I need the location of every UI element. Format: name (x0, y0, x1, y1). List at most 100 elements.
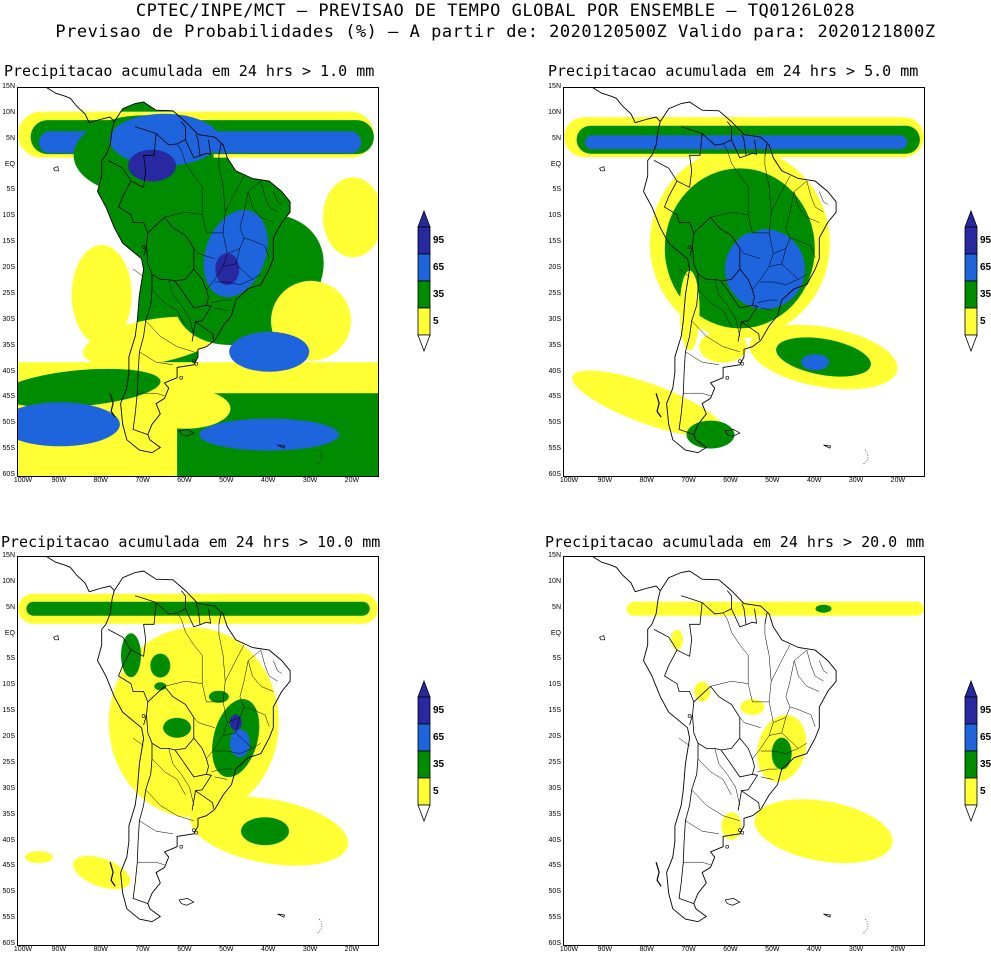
colorbar-label: 65 (980, 261, 991, 273)
lon-tick-label: 90W (597, 946, 613, 953)
lat-tick-label: 10S (2, 212, 15, 220)
map-panel-1mm (17, 87, 379, 477)
lat-tick-label: 15S (2, 707, 15, 715)
colorbar-label: 95 (980, 704, 991, 716)
colorbar-label: 35 (433, 758, 445, 770)
map-panel-5mm (563, 87, 925, 477)
lat-tick-label: 50S (548, 888, 561, 896)
lat-tick-label: 35S (2, 341, 15, 349)
lat-tick-label: 45S (2, 393, 15, 401)
lon-tick-label: 30W (302, 477, 318, 484)
map-panel-10mm (17, 556, 379, 946)
lat-tick-label: 45S (548, 393, 561, 401)
lat-tick-label: 25S (548, 289, 561, 297)
lon-tick-label: 70W (681, 946, 696, 953)
lat-tick-label: 45S (2, 862, 15, 870)
lat-tick-label: 50S (2, 419, 15, 427)
lon-tick-label: 70W (681, 477, 696, 484)
lat-tick-label: 25S (548, 758, 561, 766)
lon-tick-label: 40W (806, 477, 822, 484)
lon-tick-label: 30W (302, 946, 318, 953)
lon-tick-label: 50W (765, 946, 780, 953)
lat-tick-label: 25S (2, 758, 15, 766)
lat-tick-label: 5S (552, 186, 561, 194)
lat-tick-label: 30S (548, 315, 561, 323)
lat-tick-label: 30S (2, 315, 15, 323)
lon-tick-label: 50W (219, 946, 234, 953)
lon-tick-label: 90W (597, 477, 613, 484)
lat-tick-label: 5N (6, 603, 15, 611)
colorbar (417, 679, 431, 826)
lon-tick-label: 60W (723, 946, 738, 953)
lon-tick-label: 50W (765, 477, 780, 484)
lon-tick-label: 20W (890, 477, 906, 484)
lat-tick-label: EQ (550, 160, 561, 168)
lat-tick-label: 10N (548, 577, 561, 585)
lat-tick-label: 40S (2, 836, 15, 844)
figure-title-line1: CPTEC/INPE/MCT — PREVISAO DE TEMPO GLOBA… (135, 1, 856, 21)
lat-tick-label: 60S (2, 940, 15, 947)
lat-tick-label: 40S (548, 367, 561, 375)
colorbar-label: 65 (433, 261, 445, 273)
lat-tick-label: 20S (2, 264, 15, 272)
colorbar (417, 209, 431, 356)
lat-tick-label: 20S (548, 733, 561, 741)
lat-tick-label: 15S (2, 238, 15, 246)
lat-tick-label: 40S (2, 367, 15, 375)
lat-tick-label: 5N (6, 134, 15, 142)
lat-tick-label: 5S (6, 186, 15, 194)
lon-tick-label: 30W (848, 477, 864, 484)
lat-tick-label: 60S (548, 940, 561, 947)
colorbar-label: 5 (433, 785, 439, 797)
map-precip-5mm-icon (564, 88, 924, 465)
lon-tick-label: 60W (723, 477, 738, 484)
panel-title-10mm: Precipitacao acumulada em 24 hrs > 10.0 … (1, 533, 381, 551)
lat-tick-label: 35S (548, 810, 561, 818)
lon-tick-label: 90W (51, 946, 67, 953)
colorbar (964, 679, 978, 826)
lat-tick-label: 30S (548, 784, 561, 792)
panel-title-1mm: Precipitacao acumulada em 24 hrs > 1.0 m… (4, 62, 375, 80)
lat-tick-label: 25S (2, 289, 15, 297)
lon-tick-label: 100W (559, 946, 579, 953)
lat-tick-label: 10S (548, 681, 561, 689)
lat-tick-label: 5S (552, 655, 561, 663)
map-precip-1mm-icon (18, 88, 378, 476)
lat-tick-label: 10N (548, 108, 561, 116)
colorbar (964, 209, 978, 356)
lon-tick-label: 70W (135, 477, 150, 484)
panel-title-20mm: Precipitacao acumulada em 24 hrs > 20.0 … (545, 533, 925, 551)
lon-tick-label: 60W (177, 477, 192, 484)
lon-tick-label: 20W (890, 946, 906, 953)
lat-tick-label: 10S (548, 212, 561, 220)
lat-tick-label: 45S (548, 862, 561, 870)
lat-tick-label: EQ (4, 629, 15, 637)
lat-tick-label: 20S (548, 264, 561, 272)
lon-tick-label: 80W (93, 946, 108, 953)
lat-tick-label: 15N (2, 552, 15, 559)
colorbar-label: 65 (980, 731, 991, 743)
lat-tick-label: 55S (548, 914, 561, 922)
colorbar-label: 35 (980, 288, 991, 300)
lat-tick-label: 55S (2, 445, 15, 453)
lon-tick-label: 100W (13, 946, 33, 953)
lat-tick-label: 10S (2, 681, 15, 689)
lon-tick-label: 30W (848, 946, 864, 953)
colorbar-label: 5 (980, 785, 986, 797)
lat-tick-label: 5N (552, 134, 561, 142)
lon-tick-label: 100W (13, 477, 33, 484)
colorbar-label: 5 (980, 315, 986, 327)
lat-tick-label: 60S (548, 471, 561, 478)
lon-tick-label: 20W (344, 946, 360, 953)
lat-tick-label: 55S (2, 914, 15, 922)
panel-title-5mm: Precipitacao acumulada em 24 hrs > 5.0 m… (548, 62, 919, 80)
lat-tick-label: 60S (2, 471, 15, 478)
lat-tick-label: 5N (552, 603, 561, 611)
lon-tick-label: 40W (260, 477, 276, 484)
lat-tick-label: 55S (548, 445, 561, 453)
lon-tick-label: 70W (135, 946, 150, 953)
lat-tick-label: 50S (2, 888, 15, 896)
lon-tick-label: 80W (93, 477, 108, 484)
colorbar-label: 95 (433, 704, 445, 716)
colorbar-label: 35 (980, 758, 991, 770)
